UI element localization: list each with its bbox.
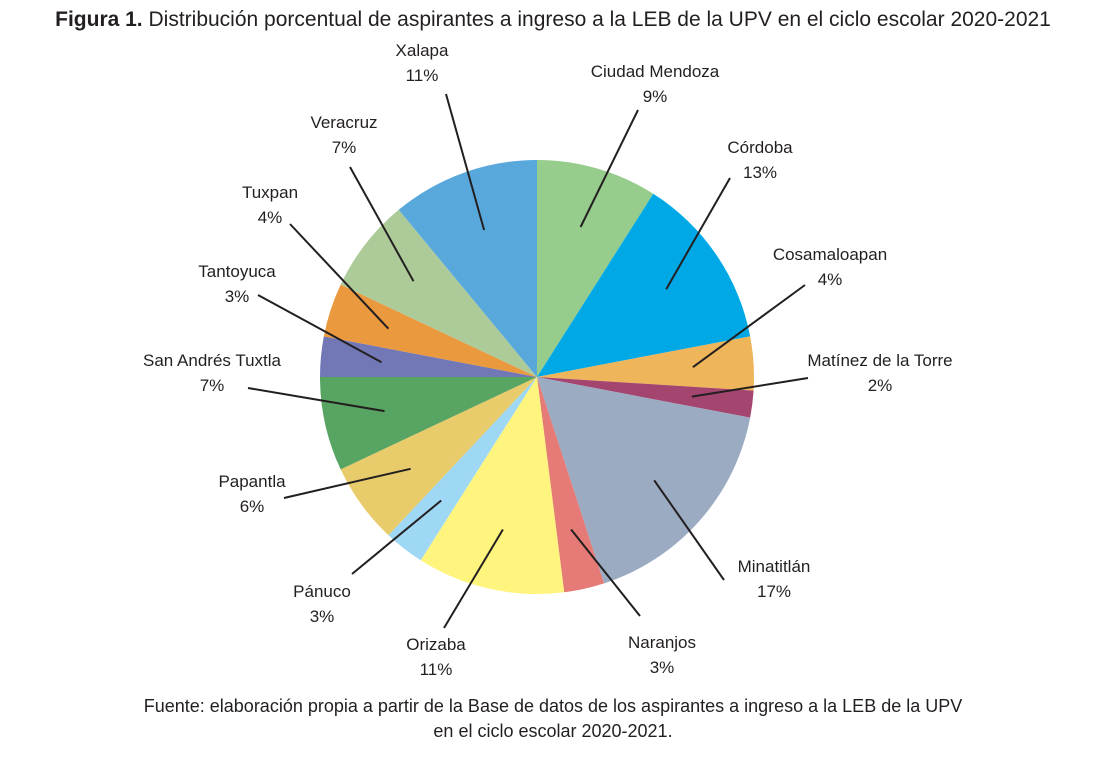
leader-line — [445, 93, 486, 231]
pie-slice — [323, 284, 537, 377]
slice-name-label: Tuxpan — [242, 183, 298, 202]
slice-value-label: 3% — [225, 287, 250, 306]
figure-caption: Distribución porcentual de aspirantes a … — [148, 8, 1051, 31]
slice-name-label: San Andrés Tuxtla — [143, 351, 282, 370]
slice-value-label: 4% — [818, 270, 843, 289]
pie-slice — [537, 377, 754, 418]
slice-name-label: Córdoba — [727, 138, 793, 157]
slice-value-label: 11% — [420, 660, 453, 679]
slice-name-label: Papantla — [218, 472, 286, 491]
leader-line — [692, 284, 806, 369]
pie-slice — [537, 193, 751, 377]
leader-line — [257, 294, 382, 364]
slice-name-label: Minatitlán — [738, 557, 811, 576]
source-line-2: en el ciclo escolar 2020-2021. — [433, 721, 673, 741]
pie-slice — [420, 377, 565, 595]
slice-name-label: Matínez de la Torre — [807, 351, 952, 370]
pie-slice — [537, 336, 754, 391]
slice-value-label: 13% — [743, 163, 777, 182]
leader-line — [653, 479, 725, 581]
leader-line — [351, 499, 442, 575]
pie-slice — [537, 160, 654, 377]
slice-name-label: Cosamaloapan — [773, 245, 887, 264]
pie-slice — [320, 377, 537, 470]
slice-name-label: Pánuco — [293, 582, 351, 601]
slice-value-label: 6% — [240, 497, 265, 516]
pie-slice — [340, 209, 537, 377]
slice-name-label: Veracruz — [310, 113, 377, 132]
pie-slice — [537, 377, 751, 584]
leader-line — [247, 387, 385, 413]
pie-slice — [398, 160, 537, 377]
slice-name-label: Orizaba — [406, 635, 466, 654]
pie-slice — [537, 377, 605, 593]
slice-labels: Ciudad Mendoza 9% Córdoba 13% Cosamaloapan 4%… — [143, 41, 953, 679]
slice-value-label: 11% — [406, 66, 439, 85]
slice-value-label: 3% — [310, 607, 335, 626]
slice-value-label: 4% — [258, 208, 283, 227]
source-note: Fuente: elaboración propia a partir de l… — [0, 694, 1106, 744]
leader-lines — [247, 93, 809, 629]
pie-slice — [340, 377, 537, 536]
leader-line — [579, 109, 639, 228]
slice-value-label: 7% — [332, 138, 357, 157]
slice-value-label: 17% — [757, 582, 791, 601]
leader-line — [570, 528, 641, 617]
slice-name-label: Xalapa — [396, 41, 449, 60]
figure-number: Figura 1. — [55, 8, 143, 31]
slice-name-label: Ciudad Mendoza — [591, 62, 720, 81]
slice-name-label: Tantoyuca — [198, 262, 276, 281]
source-line-1: Fuente: elaboración propia a partir de l… — [143, 696, 963, 716]
leader-line — [289, 223, 390, 330]
chart-title: Figura 1. Distribución porcentual de asp… — [0, 8, 1106, 32]
slice-value-label: 2% — [868, 376, 893, 395]
leader-line — [691, 377, 809, 398]
slice-value-label: 9% — [643, 87, 668, 106]
slice-value-label: 7% — [200, 376, 225, 395]
leader-line — [443, 528, 504, 629]
leader-line — [665, 177, 731, 290]
pie-slice — [320, 336, 537, 377]
slice-value-label: 3% — [650, 658, 675, 677]
leader-line — [283, 467, 411, 499]
slice-name-label: Naranjos — [628, 633, 696, 652]
leader-line — [349, 166, 415, 282]
